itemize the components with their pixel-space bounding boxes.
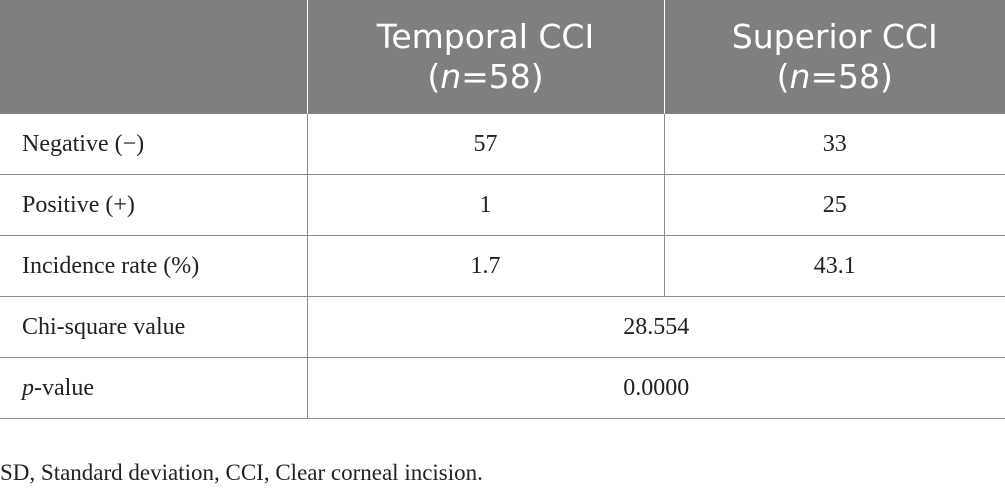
cell-p-value: 0.0000: [307, 357, 1005, 419]
cell-positive-superior: 25: [664, 174, 1005, 236]
header-temporal-n-value: =58): [461, 57, 544, 96]
row-label-negative: Negative (−): [0, 114, 308, 175]
header-empty-cell: [0, 0, 308, 114]
data-table-container: Temporal CCI (n=58) Superior CCI (n=58) …: [0, 0, 1005, 419]
cell-incidence-superior: 43.1: [664, 235, 1005, 297]
table-row-positive: Positive (+) 1 25: [0, 174, 1005, 236]
header-superior-cci: Superior CCI (n=58): [664, 0, 1005, 114]
header-row: Temporal CCI (n=58) Superior CCI (n=58): [0, 0, 1005, 114]
cell-negative-temporal: 57: [307, 114, 665, 175]
cell-negative-superior: 33: [664, 114, 1005, 175]
row-label-p-value: p-value: [0, 357, 308, 419]
header-temporal-cci: Temporal CCI (n=58): [307, 0, 665, 114]
header-temporal-title: Temporal CCI: [376, 17, 595, 56]
row-label-positive: Positive (+): [0, 174, 308, 236]
header-superior-n-label: n: [789, 57, 811, 96]
header-superior-n-value: =58): [810, 57, 893, 96]
cell-positive-temporal: 1: [307, 174, 665, 236]
table-footnote: SD, Standard deviation, CCI, Clear corne…: [0, 460, 483, 485]
row-label-chi-square: Chi-square value: [0, 296, 308, 358]
results-table: Temporal CCI (n=58) Superior CCI (n=58) …: [0, 0, 1005, 419]
table-row-incidence-rate: Incidence rate (%) 1.7 43.1: [0, 235, 1005, 297]
table-row-chi-square: Chi-square value 28.554: [0, 296, 1005, 358]
table-row-negative: Negative (−) 57 33: [0, 114, 1005, 175]
cell-incidence-temporal: 1.7: [307, 235, 665, 297]
header-superior-title: Superior CCI: [731, 17, 938, 56]
p-label-rest: -value: [34, 374, 94, 401]
table-row-p-value: p-value 0.0000: [0, 357, 1005, 419]
header-temporal-n-label: n: [440, 57, 462, 96]
row-label-incidence-rate: Incidence rate (%): [0, 235, 308, 297]
cell-chi-square-value: 28.554: [307, 296, 1005, 358]
p-italic-label: p: [22, 374, 34, 401]
